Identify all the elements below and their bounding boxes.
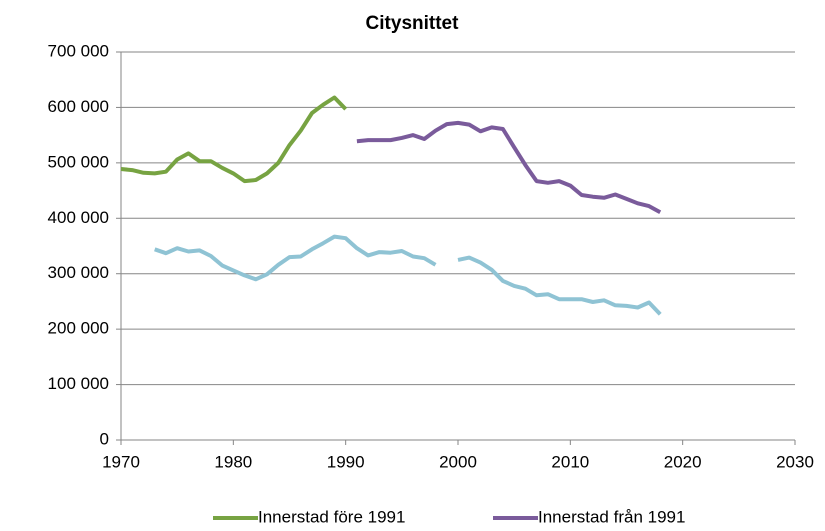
y-tick-label: 100 000 <box>48 374 109 393</box>
legend-label: Innerstad före 1991 <box>258 507 405 526</box>
series-line <box>120 95 348 184</box>
x-tick-label: 2030 <box>776 452 814 471</box>
y-tick-label: 400 000 <box>48 208 109 227</box>
x-tick-label: 1980 <box>214 452 252 471</box>
x-tick-label: 1990 <box>327 452 365 471</box>
legend-label: Innerstad från 1991 <box>538 507 685 526</box>
x-tick-label: 2010 <box>551 452 589 471</box>
y-tick-label: 0 <box>100 429 109 448</box>
y-tick-label: 200 000 <box>48 319 109 338</box>
x-tick-label: 2000 <box>439 452 477 471</box>
y-tick-label: 500 000 <box>48 152 109 171</box>
y-tick-label: 300 000 <box>48 263 109 282</box>
x-tick-label: 1970 <box>102 452 140 471</box>
series-line <box>154 234 662 316</box>
y-tick-label: 700 000 <box>48 41 109 60</box>
x-tick-label: 2020 <box>664 452 702 471</box>
y-tick-label: 600 000 <box>48 97 109 116</box>
series-line <box>356 120 662 214</box>
chart-title: Citysnittet <box>366 13 460 34</box>
